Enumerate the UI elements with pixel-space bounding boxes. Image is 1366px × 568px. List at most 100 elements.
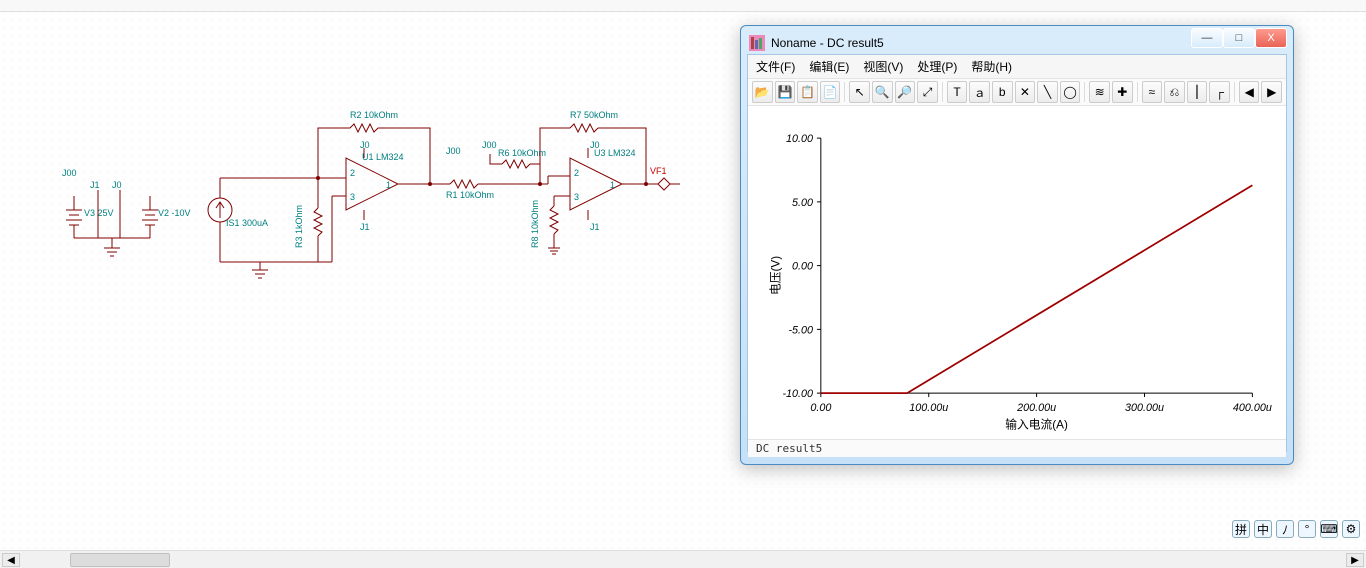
gnd-mid (252, 270, 268, 278)
cursor-x-icon[interactable]: ✕ (1015, 81, 1036, 103)
zoom-fit-icon[interactable]: ⤢ (917, 81, 938, 103)
scroll-left-button[interactable]: ◀ (2, 553, 20, 567)
lbl-is1: IS1 300uA (226, 218, 268, 228)
folder-open-icon[interactable]: 📂 (752, 81, 773, 103)
scroll-thumb[interactable] (70, 553, 170, 567)
lbl-vf1: VF1 (650, 166, 667, 176)
status-text: DC result5 (756, 442, 822, 455)
marker-a-icon[interactable]: ａ (969, 81, 990, 103)
zoom-out-icon[interactable]: 🔎 (895, 81, 916, 103)
lbl-j1-c: J1 (590, 222, 600, 232)
lbl-j00-c: J00 (482, 140, 497, 150)
toolbar[interactable]: 📂💾📋📄 ↖🔍🔎⤢ Tａb✕╲◯ ≋✚ ≈⎌⎮┌ ◀▶ (748, 79, 1286, 106)
lbl-v3: V3 25V (84, 208, 114, 218)
u3-pin2: 2 (574, 168, 579, 178)
ime-item-3[interactable]: ° (1298, 520, 1316, 538)
ime-item-2[interactable]: ﾉ (1276, 520, 1294, 538)
menu-item-3[interactable]: 处理(P) (917, 58, 957, 75)
zoom-in-icon[interactable]: 🔍 (872, 81, 893, 103)
u1-opamp (318, 148, 430, 262)
r3 (314, 178, 322, 262)
r8 (548, 196, 560, 254)
x-tick-label: 0.00 (810, 402, 831, 414)
u1-pin1: 1 (386, 180, 391, 190)
lbl-r1: R1 10kOhm (446, 190, 494, 200)
lbl-j00-b: J00 (446, 146, 461, 156)
u1-pin2: 2 (350, 168, 355, 178)
lbl-j1-a: J1 (90, 180, 100, 190)
ellipse-icon[interactable]: ◯ (1060, 81, 1081, 103)
close-button[interactable]: X (1255, 28, 1287, 48)
plot-svg: -10.00-5.000.005.0010.00 0.00100.00u200.… (762, 116, 1272, 435)
u3-pin3: 3 (574, 192, 579, 202)
filter-icon[interactable]: ⎌ (1164, 81, 1185, 103)
lbl-j0-b: J0 (360, 140, 370, 150)
horizontal-scrollbar[interactable]: ◀ ▶ (0, 550, 1366, 568)
u3-opamp (540, 148, 658, 220)
x-axis-label: 输入电流(A) (1005, 417, 1068, 431)
maximize-button[interactable]: □ (1223, 28, 1255, 48)
v3-source (66, 196, 82, 238)
line-icon[interactable]: ╲ (1037, 81, 1058, 103)
toolbar-separator (1084, 82, 1085, 102)
toolbar-separator (1137, 82, 1138, 102)
copy-icon[interactable]: 📋 (797, 81, 818, 103)
plot-style-b-icon[interactable]: ✚ (1112, 81, 1133, 103)
y-tick-label: 5.00 (792, 197, 813, 209)
lbl-r7: R7 50kOhm (570, 110, 618, 120)
arrow-right-icon[interactable]: ▶ (1261, 81, 1282, 103)
scroll-right-button[interactable]: ▶ (1346, 553, 1364, 567)
menu-bar[interactable]: 文件(F) 编辑(E) 视图(V) 处理(P) 帮助(H) (748, 55, 1286, 79)
paste-icon[interactable]: 📄 (820, 81, 841, 103)
pointer-icon[interactable]: ↖ (849, 81, 870, 103)
menu-item-4[interactable]: 帮助(H) (971, 58, 1012, 75)
x-tick-label: 100.00u (909, 402, 948, 414)
app-icon (749, 35, 765, 51)
ime-tray[interactable]: 拼中ﾉ°⌨⚙ (1232, 520, 1360, 538)
split-icon[interactable]: ⎮ (1187, 81, 1208, 103)
menu-item-0[interactable]: 文件(F) (756, 58, 795, 75)
lbl-u3: U3 LM324 (594, 148, 636, 158)
menu-item-2[interactable]: 视图(V) (863, 58, 903, 75)
ime-item-4[interactable]: ⌨ (1320, 520, 1338, 538)
ime-item-0[interactable]: 拼 (1232, 520, 1250, 538)
lbl-r6: R6 10kOhm (498, 148, 546, 158)
x-tick-label: 200.00u (1016, 402, 1056, 414)
lbl-v2: V2 -10V (158, 208, 191, 218)
y-tick-label: -5.00 (788, 324, 813, 336)
u3-pin1: 1 (610, 180, 615, 190)
gnd-left (104, 248, 120, 256)
waves-icon[interactable]: ≈ (1142, 81, 1163, 103)
status-bar: DC result5 (748, 439, 1286, 457)
x-tick-label: 400.00u (1233, 402, 1272, 414)
ime-item-5[interactable]: ⚙ (1342, 520, 1360, 538)
x-tick-label: 300.00u (1125, 402, 1164, 414)
y-axis-label: 电压(V) (770, 256, 783, 295)
plot-area[interactable]: -10.00-5.000.005.0010.00 0.00100.00u200.… (748, 106, 1286, 439)
edge-icon[interactable]: ┌ (1209, 81, 1230, 103)
ime-item-1[interactable]: 中 (1254, 520, 1272, 538)
dc-result-window[interactable]: Noname - DC result5 — □ X 文件(F) 编辑(E) 视图(V… (740, 25, 1294, 465)
v2-source (142, 196, 158, 238)
text-icon[interactable]: T (947, 81, 968, 103)
menu-item-1[interactable]: 编辑(E) (809, 58, 849, 75)
window-title: Noname - DC result5 (771, 36, 884, 50)
lbl-u1: U1 LM324 (362, 152, 404, 162)
minimize-button[interactable]: — (1191, 28, 1223, 48)
save-icon[interactable]: 💾 (775, 81, 796, 103)
y-tick-label: -10.00 (782, 388, 813, 400)
y-tick-label: 0.00 (792, 261, 813, 273)
r6 (490, 154, 540, 184)
vf1-probe (658, 178, 680, 190)
lbl-j00-a: J00 (62, 168, 77, 178)
data-series (821, 185, 1253, 393)
lbl-j0-a: J0 (112, 180, 122, 190)
lbl-r3: R3 1kOhm (294, 205, 304, 248)
lbl-j1-b: J1 (360, 222, 370, 232)
marker-b-icon[interactable]: b (992, 81, 1013, 103)
plot-style-a-icon[interactable]: ≋ (1089, 81, 1110, 103)
arrow-left-icon[interactable]: ◀ (1239, 81, 1260, 103)
schematic-diagram: J00 J1 J0 V3 25V V2 -10V IS1 300uA (50, 98, 690, 308)
toolbar-separator (1234, 82, 1235, 102)
window-client: 文件(F) 编辑(E) 视图(V) 处理(P) 帮助(H) 📂💾📋📄 ↖🔍🔎⤢ Tａb✕╲◯… (747, 54, 1287, 452)
